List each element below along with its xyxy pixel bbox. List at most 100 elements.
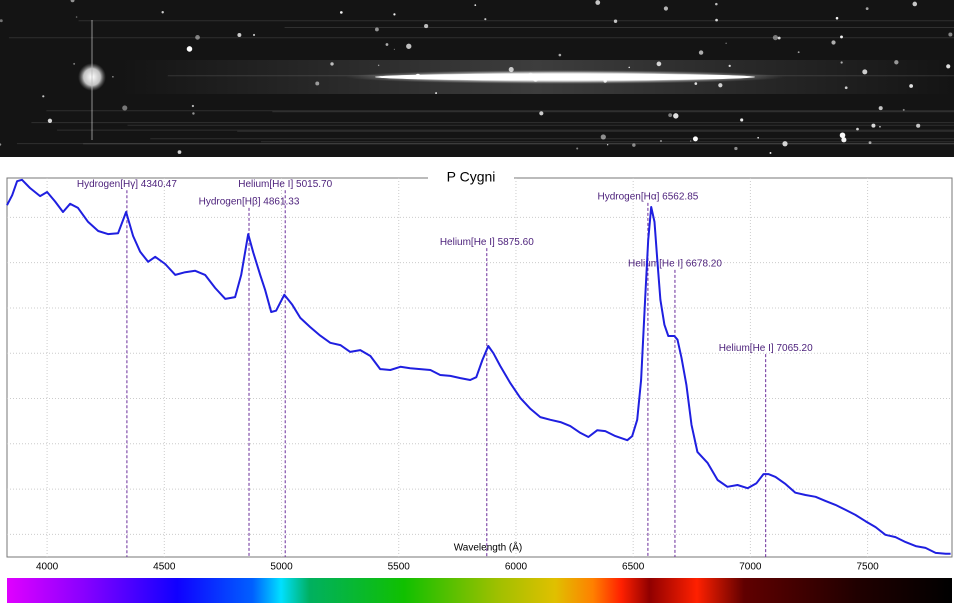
annotation-label: Helium[He I] 6678.20 (628, 259, 722, 270)
star (839, 132, 846, 139)
star (533, 77, 538, 82)
star (840, 35, 843, 39)
annotation-label: Helium[He I] 5015.70 (238, 179, 332, 190)
star (613, 19, 618, 23)
star (865, 7, 869, 11)
star (694, 82, 698, 85)
star (704, 74, 710, 79)
star (740, 118, 744, 122)
star (474, 4, 477, 6)
x-tick-label: 5500 (388, 562, 411, 573)
star (375, 27, 379, 32)
star (406, 43, 412, 49)
star (844, 86, 848, 90)
star (772, 35, 779, 41)
x-tick-label: 7000 (739, 562, 762, 573)
x-axis-label: Wavelength (Å) (454, 541, 523, 554)
star (660, 139, 662, 142)
star (916, 123, 921, 128)
star (527, 72, 534, 79)
star (673, 113, 679, 119)
star (191, 104, 195, 108)
star (192, 112, 195, 115)
star (603, 79, 607, 83)
spectrum-bar (7, 578, 952, 603)
star (656, 61, 662, 67)
star (484, 18, 487, 21)
star (628, 66, 630, 69)
star (112, 76, 114, 78)
star (862, 69, 868, 75)
star (393, 13, 396, 16)
star (692, 136, 698, 142)
x-tick-label: 6500 (622, 562, 645, 573)
star (195, 35, 200, 40)
star (385, 43, 389, 46)
x-tick-label: 4500 (153, 562, 176, 573)
star (595, 0, 601, 5)
star (698, 50, 704, 55)
star (948, 32, 953, 37)
star (902, 108, 905, 111)
x-tick-label: 4000 (36, 562, 59, 573)
star (75, 16, 78, 18)
star (841, 137, 847, 143)
star (435, 92, 437, 94)
star (186, 46, 193, 52)
title-bg (428, 170, 514, 186)
star (718, 83, 723, 88)
spectrum-line (6, 178, 951, 555)
star (715, 18, 718, 22)
x-tick-label: 5000 (270, 562, 293, 573)
star (177, 150, 182, 154)
star (856, 127, 859, 131)
star-field-image (0, 0, 954, 157)
star (690, 140, 692, 142)
star (330, 62, 334, 66)
star (508, 67, 514, 73)
star (0, 143, 2, 146)
star (0, 19, 3, 23)
annotation-label: Helium[He I] 7065.20 (719, 343, 813, 354)
star (757, 136, 760, 139)
star (831, 40, 836, 45)
annotation-label: Hydrogen[Hγ] 4340.47 (77, 179, 178, 190)
star (576, 147, 579, 150)
star (878, 106, 883, 111)
annotation-label: Hydrogen[Hα] 6562.85 (597, 192, 698, 203)
star (769, 152, 772, 154)
star (339, 11, 343, 14)
star (782, 141, 788, 147)
x-tick-label: 6000 (505, 562, 528, 573)
star (415, 73, 421, 80)
star (909, 84, 914, 88)
star (73, 62, 76, 65)
annotation-label: Helium[He I] 5875.60 (440, 237, 534, 248)
star (835, 16, 839, 20)
star (912, 1, 918, 7)
star (946, 64, 951, 69)
star (606, 144, 609, 146)
star (894, 60, 899, 65)
annotation-label: Hydrogen[Hβ] 4861.33 (199, 197, 300, 208)
star (393, 48, 396, 50)
star (797, 51, 800, 54)
x-tick-label: 7500 (856, 562, 879, 573)
star (161, 11, 164, 14)
star (725, 42, 727, 44)
star (558, 53, 562, 57)
star (871, 123, 876, 128)
star (728, 64, 731, 68)
star (122, 105, 128, 111)
star (252, 33, 256, 37)
star (715, 2, 718, 6)
star (424, 24, 429, 29)
star (237, 33, 242, 37)
star (663, 6, 669, 11)
star (42, 95, 45, 98)
star (840, 61, 843, 64)
star (879, 125, 881, 128)
star (777, 36, 781, 40)
